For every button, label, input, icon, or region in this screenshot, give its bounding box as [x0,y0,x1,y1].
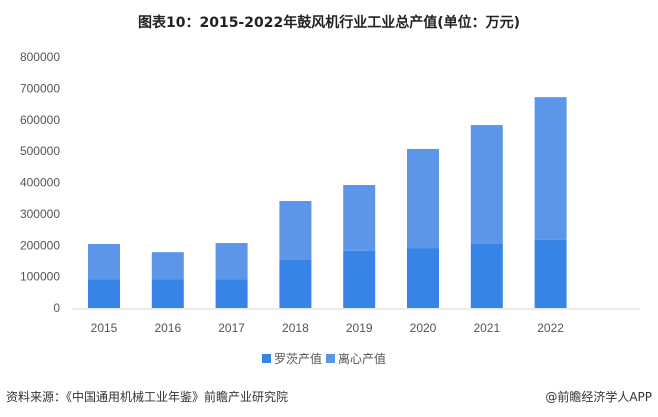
y-tick-label: 100000 [20,270,60,284]
y-tick-label: 200000 [20,238,60,252]
bars [88,97,567,308]
y-tick-label: 400000 [20,176,60,190]
bar-roots-2017 [215,279,248,308]
bar-centrifugal-2015 [88,243,120,280]
bar-roots-2021 [470,243,503,308]
bar-centrifugal-2018 [279,201,312,260]
y-tick-label: 700000 [20,81,60,95]
bar-roots-2018 [279,259,312,308]
bar-centrifugal-2016 [151,252,184,280]
bar-roots-2016 [151,279,184,308]
y-tick-label: 300000 [20,207,60,221]
legend-swatch [326,354,335,363]
y-tick-label: 0 [53,301,60,315]
y-tick-label: 500000 [20,144,60,158]
bar-centrifugal-2022 [534,97,567,240]
bar-roots-2020 [407,248,439,308]
x-tick-label: 2016 [154,321,181,335]
bar-centrifugal-2020 [407,148,439,249]
x-tick-label: 2015 [91,321,118,335]
source-note: 资料来源：《中国通用机械工业年鉴》前瞻产业研究院 [6,389,288,404]
x-tick-label: 2022 [537,321,564,335]
x-tick-label: 2018 [282,321,309,335]
x-tick-label: 2020 [410,321,437,335]
bar-centrifugal-2017 [215,243,248,280]
x-axis: 2015 2016 2017 2018 2019 2020 2021 2022 [91,321,565,335]
y-tick-label: 600000 [20,113,60,127]
credit-note: @前瞻经济学人APP [545,389,652,404]
bar-roots-2015 [88,279,120,308]
bar-centrifugal-2019 [343,185,376,251]
bar-roots-2022 [534,239,567,308]
y-tick-label: 800000 [20,50,60,64]
legend-swatch [262,354,271,363]
legend-label: 罗茨产值 [274,351,322,366]
x-tick-label: 2021 [473,321,500,335]
x-tick-label: 2017 [218,321,245,335]
y-axis: 0 100000 200000 300000 400000 500000 600000 700… [20,50,60,315]
legend-label: 离心产值 [338,351,386,366]
bar-centrifugal-2021 [470,125,503,244]
x-tick-label: 2019 [346,321,373,335]
bar-roots-2019 [343,250,376,308]
chart-title: 图表10：2015-2022年鼓风机行业工业总产值(单位：万元) [138,14,520,31]
legend: 罗茨产值 离心产值 [262,351,386,366]
